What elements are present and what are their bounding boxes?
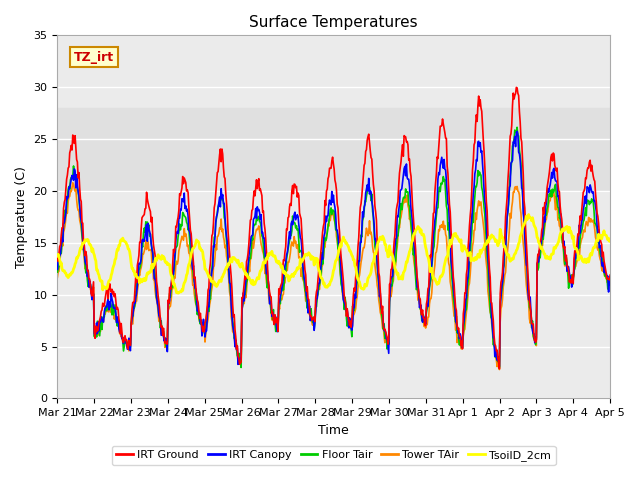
Floor Tair: [120, 343, 128, 349]
IRT Ground: [120, 335, 128, 341]
Line: Tower TAir: Tower TAir: [58, 183, 610, 370]
TsoilD_2cm: [418, 232, 426, 238]
IRT Ground: [63, 172, 71, 178]
IRT Ground: [513, 84, 520, 90]
Floor Tair: [237, 365, 245, 371]
Y-axis label: Temperature (C): Temperature (C): [15, 166, 28, 268]
Tower TAir: [177, 237, 185, 243]
Tower TAir: [495, 367, 503, 372]
Floor Tair: [402, 186, 410, 192]
Tower TAir: [69, 180, 77, 186]
Tower TAir: [402, 199, 410, 205]
TsoilD_2cm: [120, 238, 128, 244]
IRT Canopy: [63, 196, 71, 202]
Tower TAir: [121, 336, 129, 341]
IRT Canopy: [54, 266, 61, 272]
TsoilD_2cm: [63, 273, 71, 279]
Tower TAir: [63, 210, 71, 216]
IRT Ground: [401, 133, 409, 139]
Tower TAir: [606, 279, 614, 285]
TsoilD_2cm: [606, 239, 614, 244]
Line: Floor Tair: Floor Tair: [58, 127, 610, 368]
TsoilD_2cm: [525, 212, 532, 217]
Text: TZ_irt: TZ_irt: [74, 51, 114, 64]
TsoilD_2cm: [174, 290, 182, 296]
Floor Tair: [177, 227, 184, 233]
Bar: [58, 108, 610, 191]
TsoilD_2cm: [207, 275, 214, 280]
Floor Tair: [54, 269, 61, 275]
IRT Ground: [495, 366, 503, 372]
IRT Ground: [206, 266, 214, 272]
IRT Canopy: [606, 282, 614, 288]
IRT Ground: [417, 309, 425, 315]
TsoilD_2cm: [177, 289, 185, 295]
IRT Canopy: [206, 289, 214, 295]
IRT Canopy: [401, 164, 409, 169]
Legend: IRT Ground, IRT Canopy, Floor Tair, Tower TAir, TsoilD_2cm: IRT Ground, IRT Canopy, Floor Tair, Towe…: [112, 445, 556, 466]
IRT Ground: [606, 272, 614, 278]
Floor Tair: [606, 275, 614, 280]
Tower TAir: [207, 298, 214, 303]
IRT Ground: [177, 192, 184, 198]
X-axis label: Time: Time: [318, 424, 349, 437]
Tower TAir: [54, 275, 61, 280]
TsoilD_2cm: [54, 253, 61, 259]
IRT Ground: [54, 254, 61, 260]
Line: IRT Ground: IRT Ground: [58, 87, 610, 369]
IRT Canopy: [495, 363, 503, 369]
IRT Canopy: [120, 335, 128, 340]
Floor Tair: [63, 195, 71, 201]
IRT Canopy: [177, 206, 184, 212]
Title: Surface Temperatures: Surface Temperatures: [250, 15, 418, 30]
IRT Canopy: [513, 129, 521, 134]
Floor Tair: [513, 124, 521, 130]
Tower TAir: [418, 310, 426, 315]
TsoilD_2cm: [402, 263, 410, 269]
Line: TsoilD_2cm: TsoilD_2cm: [58, 215, 610, 293]
Line: IRT Canopy: IRT Canopy: [58, 132, 610, 366]
Floor Tair: [206, 292, 214, 298]
IRT Canopy: [417, 302, 425, 308]
Floor Tair: [418, 318, 426, 324]
